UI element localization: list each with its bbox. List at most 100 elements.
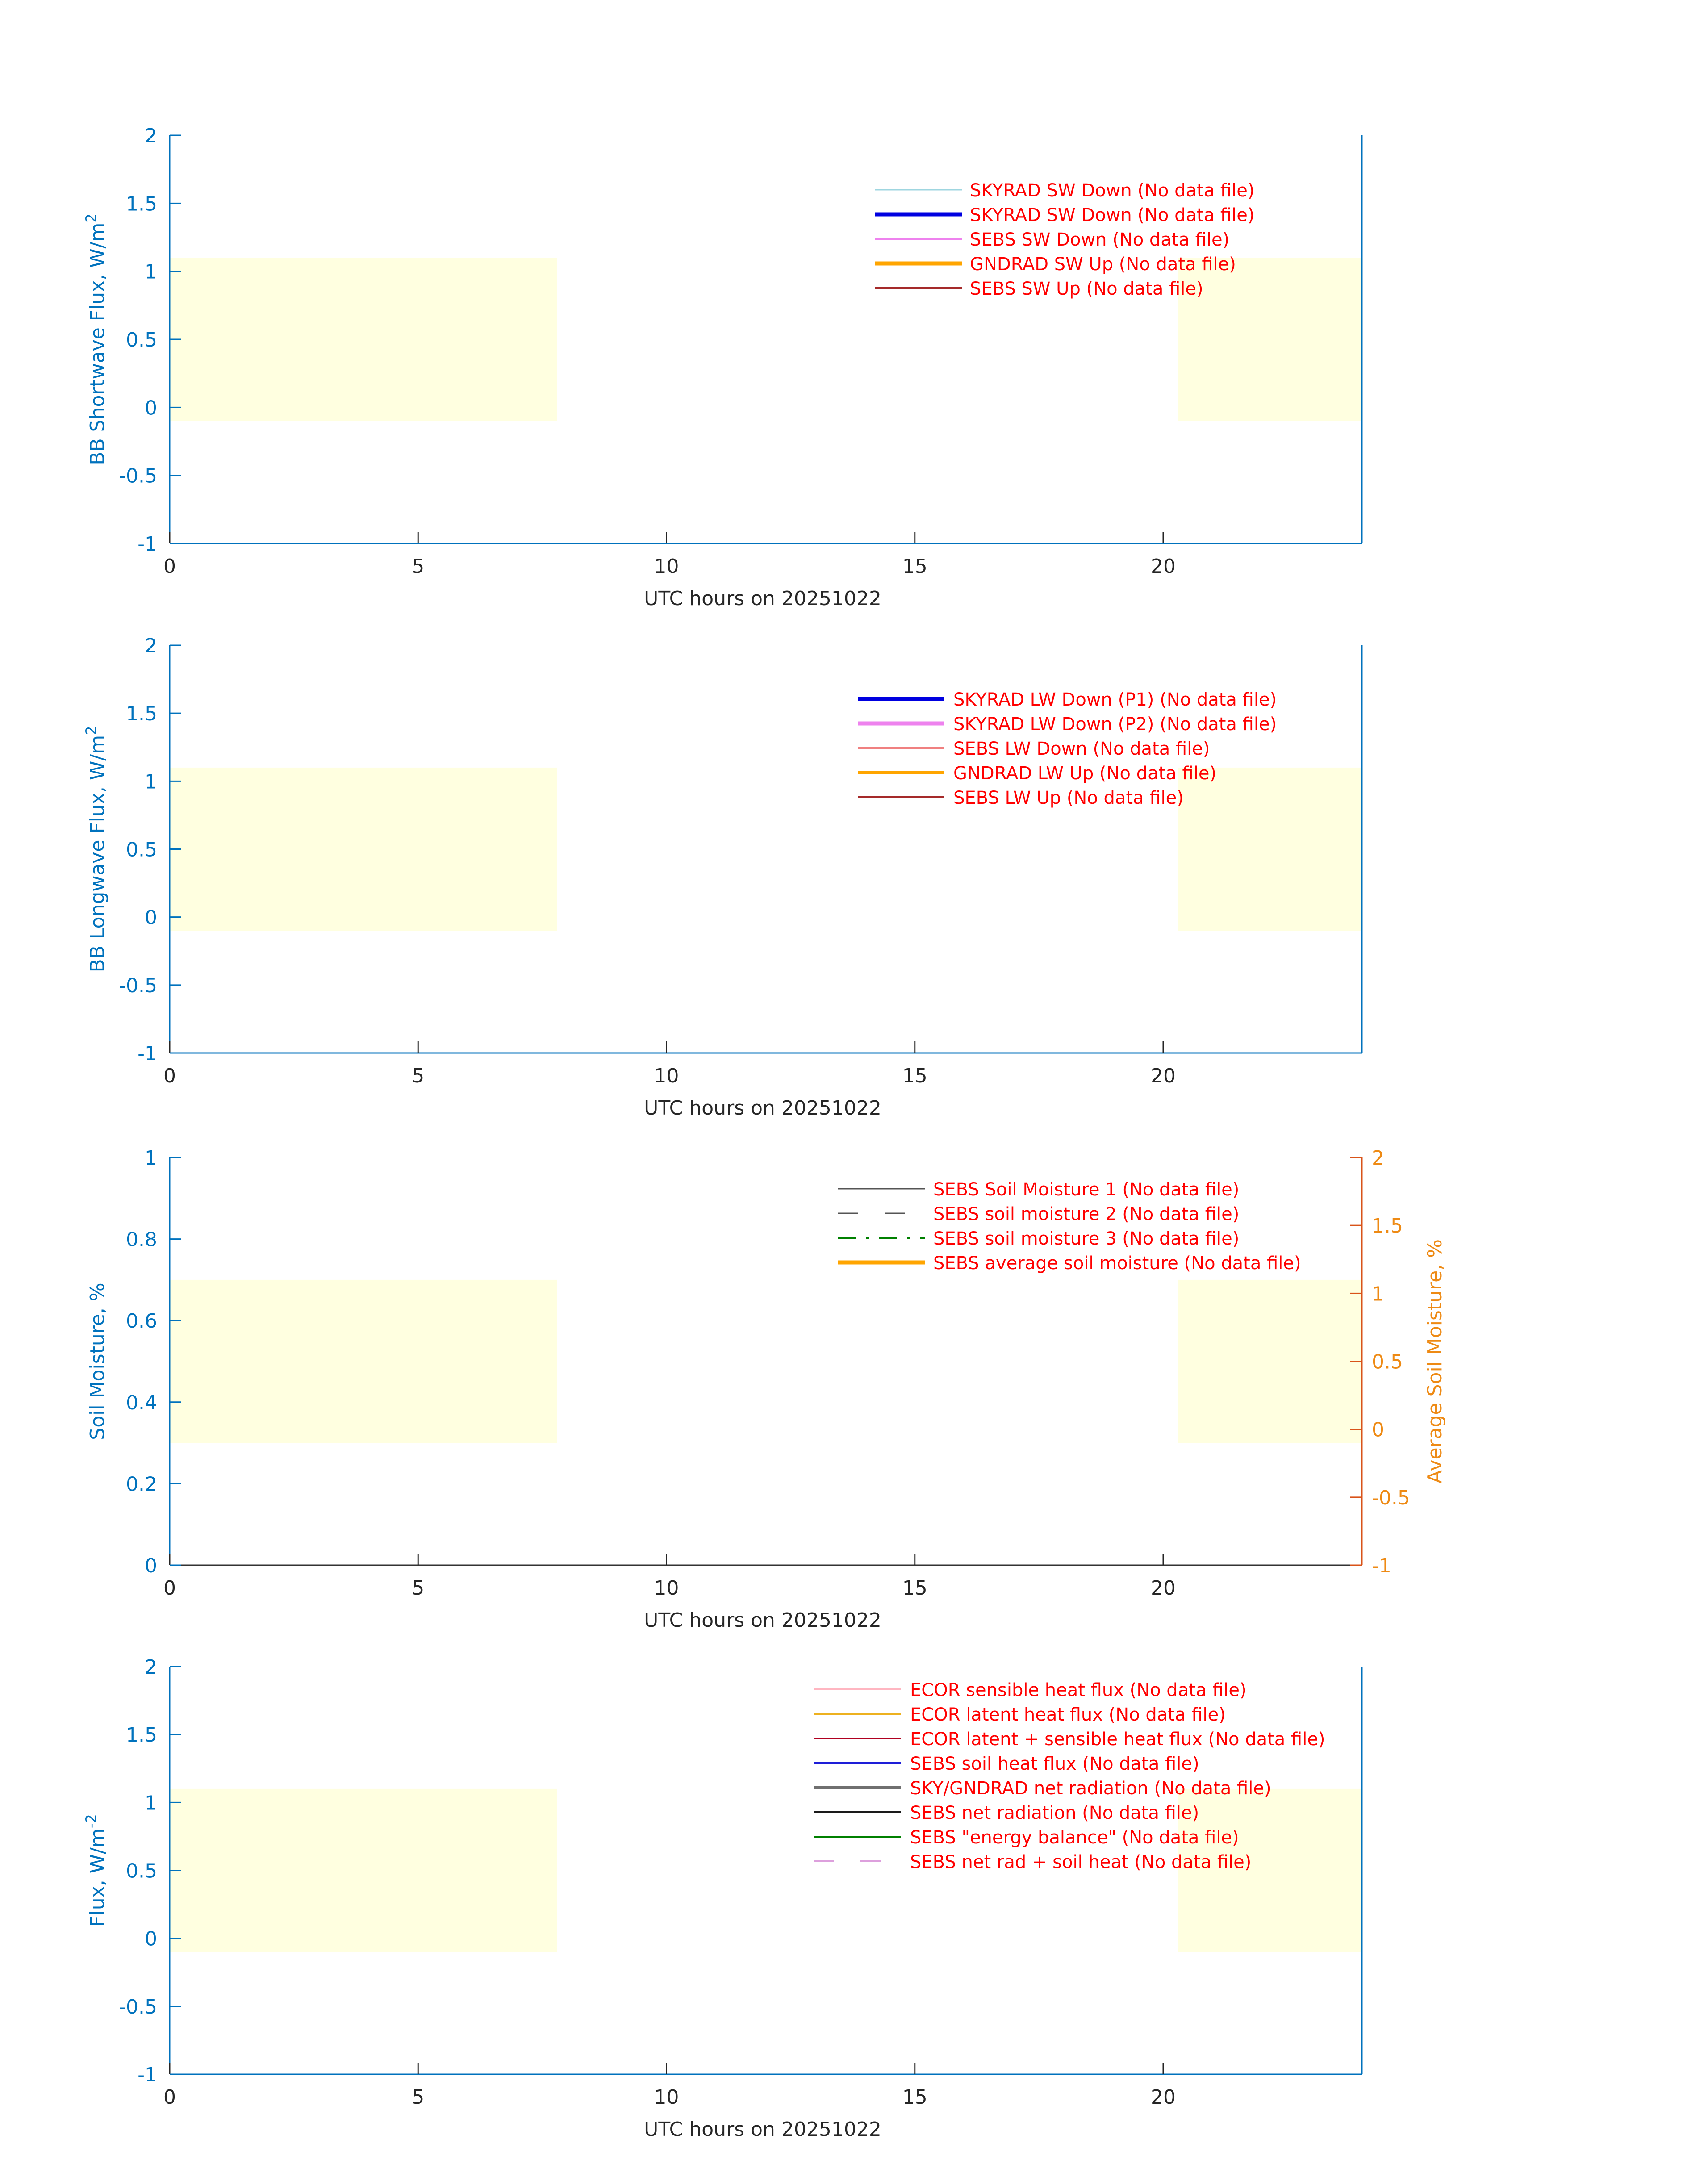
x-tick-label: 10 [654,1065,679,1087]
y-axis-label-text: BB Shortwave Flux, W/m [86,223,109,465]
legend-entry: SEBS SW Up (No data file) [970,279,1203,299]
y-tick-label: -1 [138,2064,157,2086]
x-tick-label: 0 [163,2086,176,2109]
shaded-region [170,1788,557,1952]
y-tick-label-right: 2 [1372,1147,1384,1170]
x-axis-label: UTC hours on 20251022 [644,2118,881,2141]
shaded-region [1178,258,1362,421]
y-tick-label: 0.5 [126,839,157,861]
legend-entry: SKYRAD LW Down (P1) (No data file) [953,689,1277,710]
x-tick-label: 10 [654,2086,679,2109]
x-tick-label: 5 [412,1065,424,1087]
y-axis-label-superscript: 2 [83,726,100,735]
x-tick-label: 20 [1151,2086,1176,2109]
legend-entry: ECOR latent heat flux (No data file) [910,1705,1226,1725]
x-axis-label: UTC hours on 20251022 [644,1609,881,1632]
x-tick-label: 10 [654,555,679,578]
y-axis-label-superscript: 2 [83,213,100,222]
legend-entry: SEBS LW Up (No data file) [953,788,1184,808]
y-tick-label: 0.6 [126,1310,157,1333]
shaded-region [1178,1279,1362,1443]
y-tick-label: 1 [145,1792,157,1814]
y-tick-label: 0.8 [126,1228,157,1251]
legend-entry: SEBS soil moisture 3 (No data file) [933,1228,1239,1249]
x-axis-label: UTC hours on 20251022 [644,587,881,610]
y-tick-label: 0.2 [126,1473,157,1496]
legend-entry: ECOR sensible heat flux (No data file) [910,1680,1247,1701]
shaded-region [170,1279,557,1443]
y-tick-label: 0.5 [126,1860,157,1883]
x-tick-label: 15 [902,1577,927,1600]
shaded-region [1178,1788,1362,1952]
legend-entry: SEBS "energy balance" (No data file) [910,1827,1239,1848]
x-axis-label: UTC hours on 20251022 [644,1097,881,1120]
y-axis-label: BB Shortwave Flux, W/m2 [83,213,109,465]
y-tick-label: -0.5 [119,1996,157,2018]
y-axis-label-text: BB Longwave Flux, W/m [86,735,109,973]
y-tick-label: -1 [138,1042,157,1065]
y-tick-label: 2 [145,635,157,657]
y-tick-label-right: -0.5 [1372,1487,1410,1509]
y-tick-label: 0.4 [126,1391,157,1414]
legend-entry: SKYRAD SW Down (No data file) [970,205,1254,226]
legend-entry: SEBS net radiation (No data file) [910,1803,1199,1823]
y-tick-label-right: 1 [1372,1283,1384,1305]
y-tick-label: -0.5 [119,465,157,488]
y-axis-label: BB Longwave Flux, W/m2 [83,726,109,973]
chart-panel-1: 0 5 10 15 20 -1 -0.5 0 0.5 1 1.5 2 UTC hours on 2025… [83,125,1363,610]
y-tick-label: 1.5 [126,192,157,215]
y-tick-label: 0 [145,1928,157,1951]
x-tick-label: 5 [412,1577,424,1600]
y-tick-label: 0.5 [126,329,157,351]
legend-entry: SEBS soil heat flux (No data file) [910,1754,1199,1774]
chart-panel-2: 0 5 10 15 20 -1 -0.5 0 0.5 1 1.5 2 UTC hours on 2025… [83,635,1363,1120]
x-tick-label: 20 [1151,1577,1176,1600]
legend-entry: SKYRAD SW Down (No data file) [970,180,1254,201]
y-tick-label: 1 [145,261,157,284]
legend-entry: SEBS average soil moisture (No data file… [933,1253,1301,1274]
x-tick-label: 15 [902,555,927,578]
chart-panel-3: 0 5 10 15 20 0 0.2 0.4 0.6 0.8 1 -1 -0.5 0 0.5 1 1.5 2 Ave… [86,1147,1446,1632]
y-tick-label: 1 [145,1147,157,1170]
legend-entry: SKY/GNDRAD net radiation (No data file) [910,1778,1271,1799]
x-tick-label: 5 [412,555,424,578]
shaded-region [170,767,557,931]
x-tick-label: 10 [654,1577,679,1600]
y-tick-label: 0 [145,397,157,419]
x-tick-label: 0 [163,1577,176,1600]
y-axis-label-text: Soil Moisture, % [86,1283,109,1440]
x-tick-label: 15 [902,1065,927,1087]
x-tick-label: 0 [163,1065,176,1087]
legend-entry: SEBS net rad + soil heat (No data file) [910,1852,1251,1872]
x-tick-label: 0 [163,555,176,578]
x-tick-label: 5 [412,2086,424,2109]
y-tick-label-right: 0.5 [1372,1351,1403,1374]
y-axis-label-right: Average Soil Moisture, % [1424,1239,1446,1483]
y-tick-label: 1 [145,770,157,793]
y-tick-label-right: -1 [1372,1554,1391,1577]
y-tick-label: 0 [145,1554,157,1577]
shaded-region [170,258,557,421]
legend-entry: GNDRAD LW Up (No data file) [953,763,1216,784]
shaded-region [1178,767,1362,931]
legend-entry: GNDRAD SW Up (No data file) [970,254,1236,275]
y-tick-label-right: 0 [1372,1419,1384,1442]
x-tick-label: 15 [902,2086,927,2109]
y-tick-label: -1 [138,533,157,556]
y-tick-label: 2 [145,1656,157,1679]
chart-panel-4: 0 5 10 15 20 -1 -0.5 0 0.5 1 1.5 2 UTC hours on 2025… [83,1656,1363,2141]
y-tick-label: 0 [145,907,157,929]
y-axis-label: Flux, W/m-2 [83,1814,109,1927]
legend-entry: SKYRAD LW Down (P2) (No data file) [953,714,1277,735]
legend-entry: SEBS soil moisture 2 (No data file) [933,1204,1239,1224]
x-tick-label: 20 [1151,1065,1176,1087]
y-axis-label-superscript: -2 [83,1814,100,1828]
y-tick-label-right: 1.5 [1372,1215,1403,1237]
y-tick-label: 1.5 [126,1724,157,1747]
y-tick-label: 2 [145,125,157,147]
y-tick-label: -0.5 [119,974,157,997]
legend-entry: ECOR latent + sensible heat flux (No dat… [910,1729,1325,1750]
y-tick-label: 1.5 [126,702,157,725]
x-tick-label: 20 [1151,555,1176,578]
